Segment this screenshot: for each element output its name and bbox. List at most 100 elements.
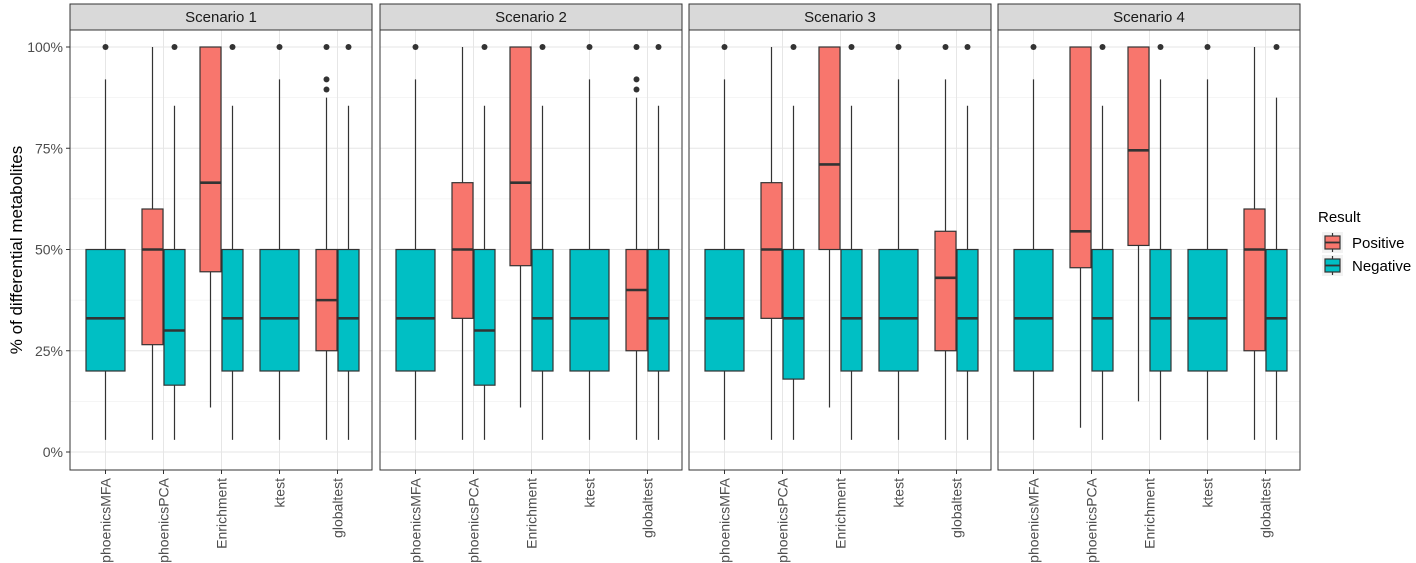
box-body <box>878 248 919 372</box>
outlier-point <box>848 44 855 50</box>
legend-label: Positive <box>1352 235 1405 252</box>
facet-title: Scenario 2 <box>495 9 567 26</box>
box-enrichment-negative <box>221 44 244 440</box>
outlier-point <box>323 86 330 93</box>
box-enrichment-negative <box>1149 44 1172 440</box>
box-globaltest-positive <box>625 44 648 440</box>
outlier-point <box>964 44 971 50</box>
facet-panel-3: Scenario 3 phoenicsMFA phoenicsPCA Enrichme… <box>688 3 992 563</box>
box-body <box>956 248 979 372</box>
y-tick-label: 50% <box>35 242 63 258</box>
legend-item-positive: Positive <box>1322 232 1405 253</box>
box-enrichment-positive <box>509 46 532 408</box>
box-enrichment-positive <box>199 46 222 408</box>
box-enrichment-negative <box>531 44 554 440</box>
box-phoenicspca-positive <box>1069 46 1092 428</box>
x-tick-label: ktest <box>272 478 288 508</box>
outlier-point <box>412 44 419 50</box>
box-body <box>509 46 532 267</box>
box-phoenicspca-positive <box>141 47 164 440</box>
y-tick-label: 75% <box>35 140 63 156</box>
box-globaltest-negative <box>956 44 979 440</box>
box-phoenicsmfa-negative <box>395 44 436 440</box>
box-body <box>259 248 300 372</box>
box-body <box>1265 248 1288 372</box>
box-body <box>840 248 863 372</box>
x-tick-label: phoenicsMFA <box>98 477 114 562</box>
x-tick-label: ktest <box>1200 478 1216 508</box>
x-tick-label: ktest <box>582 478 598 508</box>
box-body <box>1187 248 1228 372</box>
box-body <box>1149 248 1172 372</box>
box-phoenicspca-positive <box>451 47 474 440</box>
box-body <box>395 248 436 372</box>
box-body <box>221 248 244 372</box>
box-enrichment-negative <box>840 44 863 440</box>
x-tick-label: Enrichment <box>1142 478 1158 549</box>
box-body <box>1013 248 1054 372</box>
x-tick-label: phoenicsPCA <box>466 477 482 562</box>
box-body <box>569 248 610 372</box>
x-axis-ticks: phoenicsMFA phoenicsPCA Enrichment ktest glo… <box>98 470 346 563</box>
box-body <box>531 248 554 372</box>
x-tick-label: phoenicsPCA <box>1084 477 1100 562</box>
x-tick-label: phoenicsMFA <box>408 477 424 562</box>
x-tick-label: phoenicsPCA <box>775 477 791 562</box>
y-axis-ticks: 0% 25% 50% 75% 100% <box>27 39 70 460</box>
boxes <box>85 44 360 440</box>
box-body <box>199 46 222 273</box>
box-body <box>141 208 164 346</box>
boxes <box>704 44 979 440</box>
box-phoenicspca-negative <box>163 44 186 440</box>
outlier-point <box>633 76 640 83</box>
box-phoenicspca-negative <box>1091 44 1114 440</box>
box-phoenicspca-negative <box>473 44 496 440</box>
outlier-point <box>345 44 352 50</box>
outlier-point <box>102 44 109 50</box>
box-body <box>1091 248 1114 372</box>
outlier-point <box>323 76 330 83</box>
outlier-point <box>229 44 236 50</box>
box-ktest-negative <box>1187 44 1228 440</box>
box-body <box>625 248 648 352</box>
x-tick-label: phoenicsMFA <box>717 477 733 562</box>
x-tick-label: Enrichment <box>524 478 540 549</box>
y-tick-label: 100% <box>27 39 63 55</box>
box-body <box>818 46 841 251</box>
box-body <box>1243 208 1266 352</box>
outlier-point <box>1099 44 1106 50</box>
facet-panel-1: Scenario 1 phoenicsMFA phoenicsPCA Enrichme… <box>69 3 373 563</box>
x-tick-label: globaltest <box>1258 478 1274 538</box>
legend-item-negative: Negative <box>1322 255 1411 276</box>
box-globaltest-negative <box>1265 44 1288 440</box>
outlier-point <box>633 86 640 93</box>
box-globaltest-positive <box>934 44 957 440</box>
facet-title: Scenario 4 <box>1113 9 1185 26</box>
box-globaltest-negative <box>337 44 360 440</box>
box-body <box>337 248 360 372</box>
x-axis-ticks: phoenicsMFA phoenicsPCA Enrichment ktest glo… <box>717 470 965 563</box>
outlier-point <box>481 44 488 50</box>
outlier-point <box>1157 44 1164 50</box>
x-tick-label: ktest <box>891 478 907 508</box>
x-axis-ticks: phoenicsMFA phoenicsPCA Enrichment ktest glo… <box>1026 470 1274 563</box>
box-phoenicsmfa-negative <box>85 44 126 440</box>
box-enrichment-positive <box>818 46 841 408</box>
boxes <box>1013 44 1288 440</box>
x-tick-label: Enrichment <box>214 478 230 549</box>
box-body <box>1069 46 1092 269</box>
box-ktest-negative <box>569 44 610 440</box>
outlier-point <box>1273 44 1280 50</box>
box-phoenicspca-negative <box>782 44 805 440</box>
outlier-point <box>171 44 178 50</box>
outlier-point <box>942 44 949 50</box>
outlier-point <box>633 44 640 50</box>
box-phoenicsmfa-negative <box>1013 44 1054 440</box>
facet-title: Scenario 3 <box>804 9 876 26</box>
box-body <box>85 248 126 372</box>
legend: Result Positive Negative <box>1318 209 1411 276</box>
y-axis-title: % of differential metabolites <box>7 146 26 355</box>
x-tick-label: Enrichment <box>833 478 849 549</box>
box-body <box>163 248 186 386</box>
